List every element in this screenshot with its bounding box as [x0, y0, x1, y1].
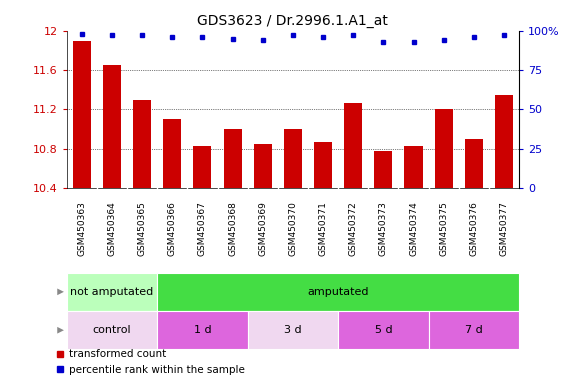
Bar — [338, 311, 429, 349]
Text: GSM450363: GSM450363 — [77, 201, 86, 256]
Bar — [248, 311, 338, 349]
Text: GSM450365: GSM450365 — [137, 201, 147, 256]
Bar — [429, 311, 519, 349]
Text: GSM450373: GSM450373 — [379, 201, 388, 256]
Bar — [67, 311, 157, 349]
Bar — [157, 311, 248, 349]
Bar — [72, 41, 91, 188]
Bar — [223, 129, 242, 188]
Bar — [193, 146, 212, 188]
Text: GSM450368: GSM450368 — [228, 201, 237, 256]
Text: 7 d: 7 d — [465, 325, 483, 335]
Bar — [314, 142, 332, 188]
Text: GSM450364: GSM450364 — [107, 201, 117, 256]
Bar — [344, 103, 362, 188]
Bar — [404, 146, 423, 188]
Text: GSM450377: GSM450377 — [499, 201, 509, 256]
Text: GSM450366: GSM450366 — [168, 201, 177, 256]
Bar — [495, 95, 513, 188]
Bar — [157, 273, 519, 311]
Text: 1 d: 1 d — [194, 325, 211, 335]
Bar — [284, 129, 302, 188]
Bar — [133, 99, 151, 188]
Text: GSM450369: GSM450369 — [258, 201, 267, 256]
Title: GDS3623 / Dr.2996.1.A1_at: GDS3623 / Dr.2996.1.A1_at — [197, 14, 389, 28]
Text: GSM450371: GSM450371 — [318, 201, 328, 256]
Text: 3 d: 3 d — [284, 325, 302, 335]
Bar — [253, 144, 272, 188]
Text: GSM450376: GSM450376 — [469, 201, 478, 256]
Bar — [67, 273, 157, 311]
Text: GSM450374: GSM450374 — [409, 201, 418, 256]
Text: GSM450367: GSM450367 — [198, 201, 207, 256]
Legend: transformed count, percentile rank within the sample: transformed count, percentile rank withi… — [52, 345, 249, 379]
Bar — [163, 119, 182, 188]
Text: 5 d: 5 d — [375, 325, 392, 335]
Bar — [465, 139, 483, 188]
Text: GSM450375: GSM450375 — [439, 201, 448, 256]
Text: control: control — [93, 325, 131, 335]
Bar — [103, 65, 121, 188]
Text: not amputated: not amputated — [70, 287, 154, 297]
Text: GSM450370: GSM450370 — [288, 201, 298, 256]
Bar — [434, 109, 453, 188]
Text: amputated: amputated — [307, 287, 369, 297]
Bar — [374, 151, 393, 188]
Text: GSM450372: GSM450372 — [349, 201, 358, 256]
